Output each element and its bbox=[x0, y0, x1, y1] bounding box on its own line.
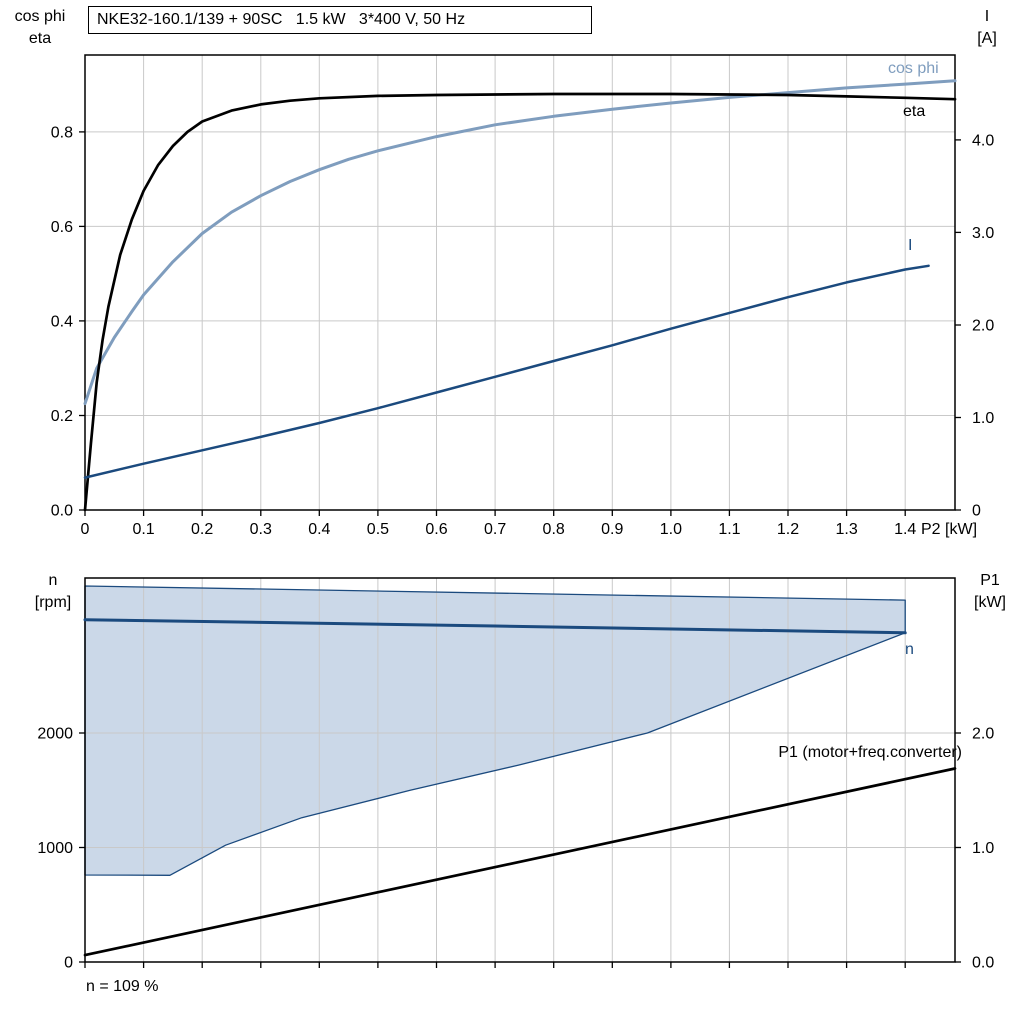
curve-speed bbox=[83, 618, 907, 635]
curve-label-eta: eta bbox=[903, 103, 926, 120]
axis-title-speed: n bbox=[48, 572, 58, 589]
left-axis-title-bottom-chart: n [rpm] bbox=[13, 570, 93, 614]
x-tick-label: 0 bbox=[81, 521, 90, 538]
y-left-tick-label: 0 bbox=[64, 955, 73, 972]
curve-eta bbox=[83, 92, 957, 512]
axis-title-current-unit: [A] bbox=[977, 30, 997, 47]
curve-label-current: I bbox=[908, 237, 913, 254]
y-left-tick-label: 0.8 bbox=[51, 124, 73, 141]
x-tick-label: 0.1 bbox=[132, 521, 154, 538]
left-axis-title-top-chart: cos phi eta bbox=[0, 6, 80, 50]
axis-title-current: I bbox=[984, 8, 990, 25]
speed-percentage-note: n = 109 % bbox=[86, 978, 159, 995]
curve-p1 bbox=[83, 767, 957, 957]
y-left-tick-label: 2000 bbox=[37, 726, 73, 743]
y-right-tick-label: 4.0 bbox=[972, 132, 994, 149]
curve-label-cos-phi: cos phi bbox=[888, 60, 939, 77]
x-tick-label: 0.8 bbox=[543, 521, 565, 538]
plot-border bbox=[84, 577, 956, 963]
y-right-tick-label: 3.0 bbox=[972, 225, 994, 242]
chart-title: NKE32-160.1/139 + 90SC 1.5 kW 3*400 V, 5… bbox=[88, 6, 592, 34]
y-left-tick-label: 0.0 bbox=[51, 503, 73, 520]
speed-range-band-outline bbox=[84, 585, 906, 876]
y-right-tick-label: 0 bbox=[972, 503, 981, 520]
curve-label-p1: P1 (motor+freq.converter) bbox=[778, 744, 962, 761]
x-axis-unit-label: P2 [kW] bbox=[921, 521, 977, 538]
y-right-tick-label: 1.0 bbox=[972, 410, 994, 427]
x-tick-label: 0.4 bbox=[308, 521, 330, 538]
x-tick-label: 1.3 bbox=[835, 521, 857, 538]
x-tick-label: 0.6 bbox=[425, 521, 447, 538]
right-axis-title-bottom-chart: P1 [kW] bbox=[958, 570, 1022, 614]
axis-title-p1: P1 bbox=[980, 572, 1000, 589]
right-axis-title-top-chart: I [A] bbox=[955, 6, 1019, 50]
y-left-tick-label: 1000 bbox=[37, 840, 73, 857]
x-tick-label: 0.2 bbox=[191, 521, 213, 538]
axis-title-cos-phi: cos phi bbox=[14, 8, 66, 25]
plot-border bbox=[84, 54, 956, 511]
x-tick-label: 1.4 bbox=[894, 521, 916, 538]
y-right-tick-label: 2.0 bbox=[972, 317, 994, 334]
y-right-tick-label: 1.0 bbox=[972, 840, 994, 857]
y-left-tick-label: 0.6 bbox=[51, 219, 73, 236]
axis-title-eta: eta bbox=[28, 30, 52, 47]
curve-cos_phi bbox=[83, 79, 957, 406]
y-right-tick-label: 0.0 bbox=[972, 955, 994, 972]
y-right-tick-label: 2.0 bbox=[972, 726, 994, 743]
y-left-tick-label: 0.4 bbox=[51, 313, 73, 330]
curve-label-speed: n bbox=[905, 641, 914, 658]
x-tick-label: 1.1 bbox=[718, 521, 740, 538]
axis-title-speed-unit: [rpm] bbox=[34, 594, 72, 611]
x-tick-label: 1.0 bbox=[660, 521, 682, 538]
axis-title-p1-unit: [kW] bbox=[974, 594, 1006, 611]
x-tick-label: 0.5 bbox=[367, 521, 389, 538]
x-tick-label: 0.9 bbox=[601, 521, 623, 538]
curve-current bbox=[83, 264, 930, 479]
x-tick-label: 1.2 bbox=[777, 521, 799, 538]
x-tick-label: 0.7 bbox=[484, 521, 506, 538]
x-tick-label: 0.3 bbox=[250, 521, 272, 538]
y-left-tick-label: 0.2 bbox=[51, 408, 73, 425]
